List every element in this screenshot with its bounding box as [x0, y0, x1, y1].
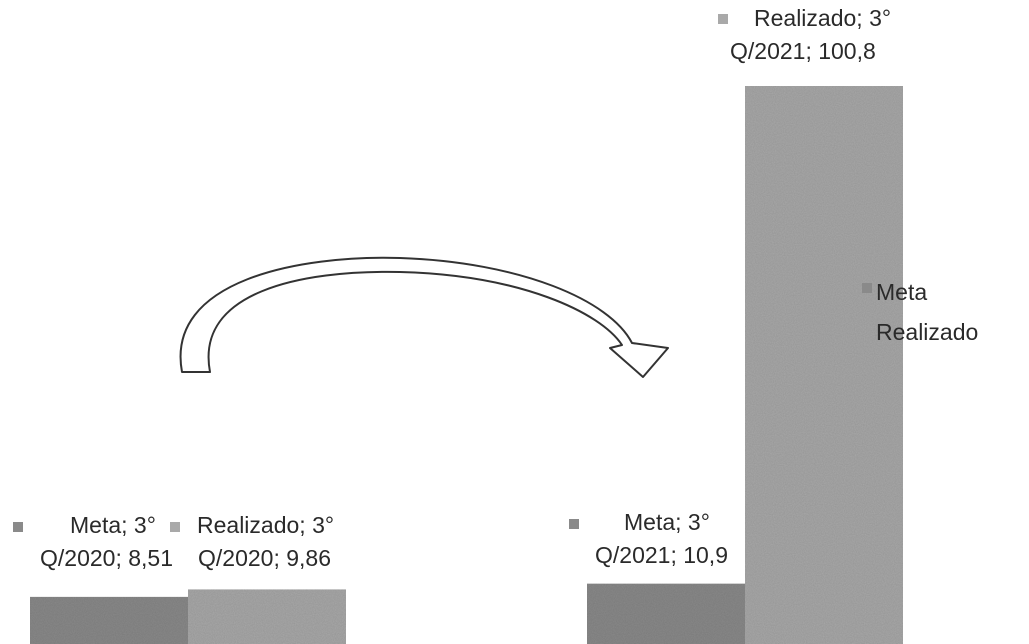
legend-swatch-meta — [862, 283, 872, 293]
data-label-3-line-1: Meta; 3° — [624, 509, 710, 535]
bar-meta-2 — [587, 583, 745, 644]
data-label-3-line-2: Q/2021; 10,9 — [595, 542, 728, 568]
data-label-swatch-4 — [718, 14, 728, 24]
legend-label-meta: Meta — [876, 279, 927, 305]
data-label-swatch-1 — [13, 522, 23, 532]
data-label-2-line-2: Q/2020; 9,86 — [198, 545, 331, 571]
curved-arrow-annotation — [179, 256, 669, 378]
bar-realizado-2 — [745, 86, 903, 644]
bars-layer — [30, 86, 903, 644]
labels-layer: Meta; 3° Q/2020; 8,51 Realizado; 3° Q/2020;… — [13, 5, 891, 571]
data-label-swatch-2 — [170, 522, 180, 532]
legend-label-realizado: Realizado — [876, 319, 978, 345]
bar-meta-1 — [30, 596, 188, 644]
bar-realizado-1 — [188, 589, 346, 644]
data-label-4-line-2: Q/2021; 100,8 — [730, 38, 876, 64]
data-label-2-line-1: Realizado; 3° — [197, 512, 334, 538]
legend: Meta Realizado — [862, 279, 978, 345]
data-label-1-line-2: Q/2020; 8,51 — [40, 545, 173, 571]
data-label-1-line-1: Meta; 3° — [70, 512, 156, 538]
data-label-swatch-3 — [569, 519, 579, 529]
data-label-4-line-1: Realizado; 3° — [754, 5, 891, 31]
